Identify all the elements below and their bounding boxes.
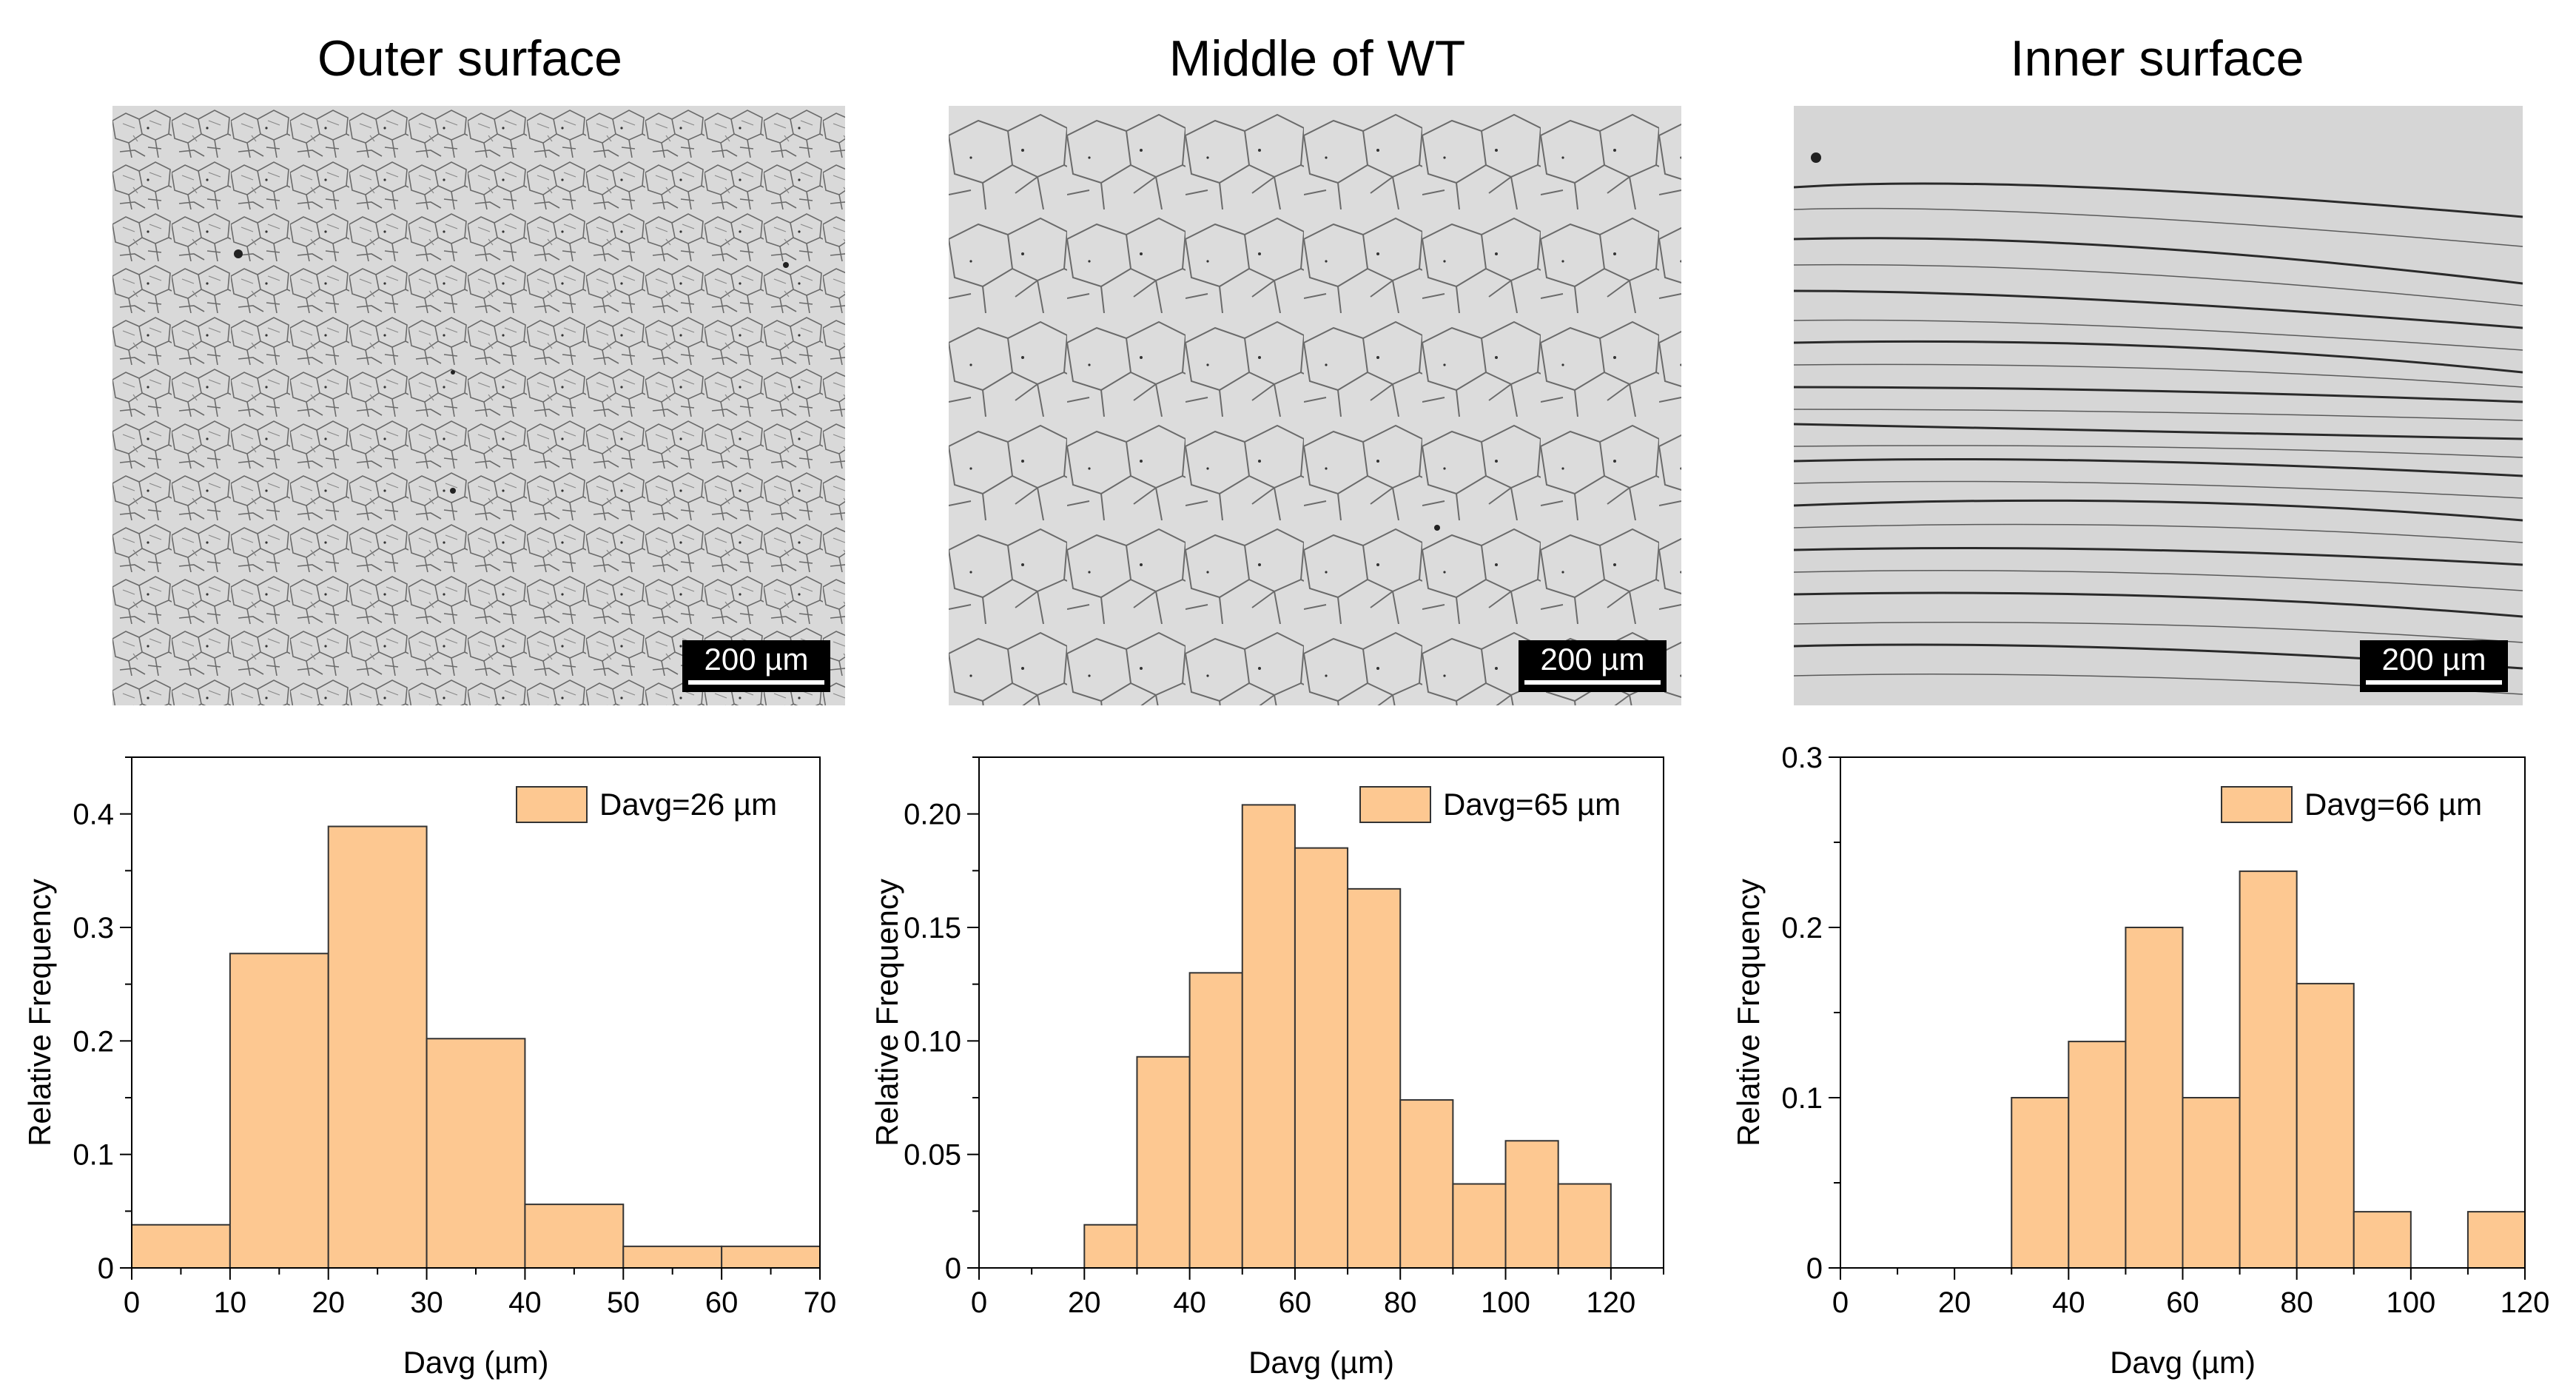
micrograph-middle-image <box>949 106 1681 705</box>
scale-bar-label: 200 µm <box>1540 642 1645 677</box>
x-tick-label: 40 <box>508 1286 542 1319</box>
micrograph-outer-image <box>112 106 845 705</box>
scale-bar-label: 200 µm <box>2381 642 2486 677</box>
y-axis-label: Relative Frequency <box>1731 879 1766 1147</box>
legend-label: Davg=66 µm <box>2304 787 2482 822</box>
panel-title-outer: Outer surface <box>317 30 622 87</box>
x-tick-label: 40 <box>2052 1286 2085 1319</box>
x-tick-label: 10 <box>214 1286 247 1319</box>
histogram-bar <box>1083 1224 1138 1269</box>
panel-title-middle: Middle of WT <box>1168 30 1466 87</box>
scale-bar-inner: 200 µm <box>2360 640 2508 692</box>
legend-swatch <box>2221 786 2293 823</box>
x-tick-label: 70 <box>804 1286 837 1319</box>
x-tick-label: 100 <box>2386 1286 2435 1319</box>
x-tick-label: 120 <box>2501 1286 2550 1319</box>
y-tick-label: 0.05 <box>904 1139 961 1172</box>
y-tick-label: 0.1 <box>1781 1082 1823 1115</box>
y-tick-label: 0 <box>945 1252 961 1285</box>
micrograph-inner-surface: 200 µm <box>1794 106 2523 705</box>
histogram-bar <box>1399 1099 1454 1269</box>
micrograph-outer-surface: 200 µm <box>112 106 845 705</box>
histogram-bar <box>131 1224 231 1269</box>
x-tick-label: 60 <box>2166 1286 2199 1319</box>
x-axis-label: Davg (µm) <box>2110 1345 2256 1380</box>
y-axis-label: Relative Frequency <box>870 879 904 1147</box>
histogram-bar <box>1294 847 1349 1269</box>
y-tick-label: 0.10 <box>904 1025 961 1058</box>
x-tick-label: 100 <box>1481 1286 1530 1319</box>
x-axis-label: Davg (µm) <box>403 1345 549 1380</box>
y-tick-label: 0.15 <box>904 912 961 944</box>
histogram-bar <box>2296 982 2355 1269</box>
x-tick-label: 0 <box>1832 1286 1849 1319</box>
histogram-bar <box>1136 1055 1191 1269</box>
x-tick-label: 80 <box>2280 1286 2313 1319</box>
panel-title-inner: Inner surface <box>2010 30 2304 87</box>
y-axis-label: Relative Frequency <box>22 879 57 1147</box>
micrograph-inner-image <box>1794 106 2523 705</box>
x-tick-label: 30 <box>410 1286 443 1319</box>
histogram-bar <box>2011 1097 2070 1269</box>
legend-label: Davg=26 µm <box>599 787 777 822</box>
histogram-bar <box>2182 1097 2241 1269</box>
y-tick-label: 0.3 <box>73 912 114 944</box>
y-tick-label: 0.20 <box>904 799 961 831</box>
histogram-bar <box>2239 870 2298 1269</box>
x-tick-label: 0 <box>124 1286 140 1319</box>
x-tick-label: 60 <box>705 1286 739 1319</box>
histogram-bar <box>2068 1041 2127 1269</box>
histogram-bar <box>1347 887 1402 1269</box>
histogram-bar <box>1452 1183 1507 1269</box>
histogram-bar <box>622 1245 723 1269</box>
y-tick-label: 0 <box>1806 1252 1823 1285</box>
scale-bar-middle: 200 µm <box>1519 640 1667 692</box>
x-tick-label: 50 <box>607 1286 640 1319</box>
histogram-bar <box>229 953 329 1269</box>
y-tick-label: 0.4 <box>73 799 114 831</box>
histogram-bar <box>1504 1140 1559 1269</box>
histogram-bar <box>327 825 428 1269</box>
legend-label: Davg=65 µm <box>1443 787 1621 822</box>
x-tick-label: 20 <box>312 1286 345 1319</box>
histogram-bar <box>524 1204 625 1269</box>
y-tick-label: 0 <box>98 1252 114 1285</box>
scale-bar-outer: 200 µm <box>682 640 830 692</box>
y-tick-label: 0.2 <box>1781 912 1823 944</box>
histogram-bar <box>721 1245 821 1269</box>
histogram-bar <box>2125 927 2184 1269</box>
x-tick-label: 20 <box>1938 1286 1971 1319</box>
histogram-bar <box>1557 1183 1612 1269</box>
histogram-bar <box>1241 804 1296 1269</box>
histogram-bar <box>1188 972 1243 1269</box>
histogram-bar <box>2466 1211 2526 1269</box>
x-tick-label: 60 <box>1279 1286 1312 1319</box>
x-tick-label: 20 <box>1068 1286 1101 1319</box>
y-tick-label: 0.3 <box>1781 742 1823 774</box>
x-tick-label: 40 <box>1173 1286 1206 1319</box>
x-tick-label: 0 <box>971 1286 987 1319</box>
x-tick-label: 80 <box>1384 1286 1417 1319</box>
micrograph-middle-wt: 200 µm <box>949 106 1681 705</box>
plot-frame <box>978 756 1664 1269</box>
legend-swatch <box>1359 786 1431 823</box>
y-tick-label: 0.1 <box>73 1139 114 1172</box>
x-tick-label: 120 <box>1586 1286 1635 1319</box>
y-tick-label: 0.2 <box>73 1025 114 1058</box>
scale-bar-label: 200 µm <box>704 642 809 677</box>
x-axis-label: Davg (µm) <box>1248 1345 1394 1380</box>
histogram-bar <box>426 1038 526 1269</box>
histogram-bar <box>2353 1211 2412 1269</box>
legend-swatch <box>516 786 588 823</box>
